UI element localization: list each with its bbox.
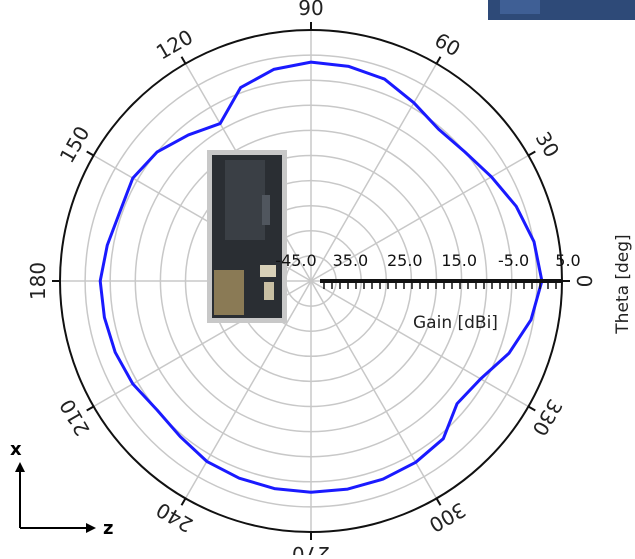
z-arrow-icon [86,523,96,533]
angle-label-30: 30 [531,127,565,161]
gain-axis: -45.0 35.0 25.0 15.0 -5.0 5.0 Gain [dBi] [275,251,580,333]
corner-photo-fragment [488,0,635,20]
gain-curve [98,60,544,494]
gain-tick-label: 5.0 [555,251,580,270]
angle-tick [435,497,442,506]
gain-tick-label: 15.0 [441,251,477,270]
angle-label-150: 150 [55,122,95,167]
coordinate-indicator: x z [10,439,113,539]
angle-label-270: 270 [292,542,330,555]
x-axis-letter: x [10,439,22,460]
angle-tick [180,56,187,65]
angle-label-300: 300 [425,497,470,537]
gain-axis-title: Gain [dBi] [413,313,498,333]
grid-spoke [310,63,438,282]
angle-label-60: 60 [430,28,464,62]
angle-label-90: 90 [298,0,323,20]
theta-axis-title: Theta [deg] [613,234,633,334]
gain-tick-label: 25.0 [387,251,423,270]
angle-label-120: 120 [152,25,197,65]
angle-tick [527,150,536,157]
angle-label-180: 180 [26,262,50,300]
angle-label-0: 0 [572,275,596,288]
angle-tick [180,497,187,506]
angle-tick [86,150,95,157]
gain-tick-label: 35.0 [333,251,369,270]
z-axis-letter: z [103,518,113,539]
grid-spoke [310,280,529,408]
x-arrow-icon [15,462,25,472]
angle-tick [86,405,95,412]
gain-tick-label: -45.0 [275,251,316,270]
angle-tick [435,56,442,65]
angle-label-330: 330 [527,395,567,440]
angle-label-240: 240 [152,497,197,537]
angle-label-210: 210 [55,395,95,440]
gain-tick-label: -5.0 [498,251,529,270]
gain-axis-ticks: -45.0 35.0 25.0 15.0 -5.0 5.0 [275,251,581,289]
angle-tick [527,405,536,412]
device-photo [207,150,287,323]
